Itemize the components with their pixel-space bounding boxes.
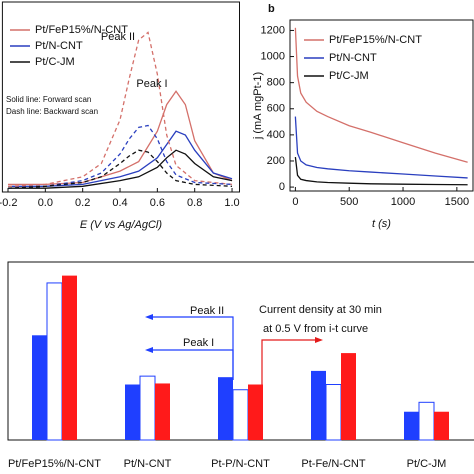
x-tick-label: Pt-P/N-CNT <box>211 458 270 470</box>
curve <box>294 116 468 179</box>
note: Dash line: Backward scan <box>6 107 98 116</box>
x-tick-label: 0.4 <box>112 197 127 209</box>
x-tick-label: 1000 <box>391 196 415 208</box>
x-tick-label: 1.0 <box>224 197 239 209</box>
x-tick-label: 0 <box>292 196 298 208</box>
plot-frame <box>1 1 241 193</box>
y-tick-label: 1000 <box>261 50 285 62</box>
curve <box>7 149 233 189</box>
bar <box>248 384 263 440</box>
bar <box>341 353 356 440</box>
legend-label: Pt/N-CNT <box>35 40 83 52</box>
x-tick-label: Pt/C-JM <box>407 458 447 470</box>
annotation: Peak I <box>136 78 167 90</box>
y-tick-label: 200 <box>267 155 285 167</box>
x-tick-label: -0.2 <box>0 197 17 209</box>
x-axis-label: t (s) <box>372 218 391 230</box>
y-tick-label: 600 <box>267 103 285 115</box>
plot-frame <box>289 19 474 192</box>
annotation: Peak I <box>183 337 214 349</box>
x-tick-label: 0.0 <box>38 197 53 209</box>
annotation: Current density at 30 min <box>259 304 382 316</box>
note: Solid line: Forward scan <box>6 95 91 104</box>
y-tick-label: 400 <box>267 129 285 141</box>
curve <box>8 90 233 186</box>
legend-label: Pt/N-CNT <box>329 52 377 64</box>
x-tick-label: 1500 <box>445 196 469 208</box>
curve <box>8 130 233 187</box>
curve <box>294 156 468 186</box>
y-tick-label: 0 <box>279 181 285 193</box>
x-tick-label: 500 <box>340 196 358 208</box>
legend-label: Pt/C-JM <box>35 56 75 68</box>
x-tick-label: 0.6 <box>150 197 165 209</box>
bar-arrows <box>145 314 323 386</box>
annotation: at 0.5 V from i-t curve <box>263 323 368 335</box>
x-tick-label: 0.2 <box>75 197 90 209</box>
curve <box>294 27 468 163</box>
curve <box>8 149 233 189</box>
bar <box>155 383 170 440</box>
annotation: Peak II <box>101 31 135 43</box>
x-tick-label: Pt-Fe/N-CNT <box>301 458 365 470</box>
panel-label: b <box>268 3 275 15</box>
bar <box>218 377 233 440</box>
y-tick-label: 800 <box>267 77 285 89</box>
bar <box>232 389 249 441</box>
bar <box>434 411 449 440</box>
legend-label: Pt/C-JM <box>329 70 369 82</box>
bar <box>404 411 419 440</box>
bar <box>139 375 156 441</box>
annotation: Peak II <box>190 305 224 317</box>
x-tick-label: Pt/FeP15%/N-CNT <box>8 458 101 470</box>
x-axis-label: E (V vs Ag/AgCl) <box>80 219 162 231</box>
bar <box>46 282 63 441</box>
bar <box>418 401 435 441</box>
curve <box>7 124 233 189</box>
bar <box>62 275 77 440</box>
legend-label: Pt/FeP15%/N-CNT <box>329 34 422 46</box>
curve <box>7 31 233 187</box>
y-tick-label: 1200 <box>261 24 285 36</box>
bar <box>325 384 342 441</box>
x-tick-label: 0.8 <box>187 197 202 209</box>
legend-label: Pt/FeP15%/N-CNT <box>35 24 128 36</box>
bar <box>32 335 47 440</box>
x-tick-label: Pt/N-CNT <box>124 458 172 470</box>
bar <box>311 370 326 440</box>
y-axis-label: j (mA mgPt-1) <box>252 72 264 140</box>
bar <box>125 384 140 440</box>
